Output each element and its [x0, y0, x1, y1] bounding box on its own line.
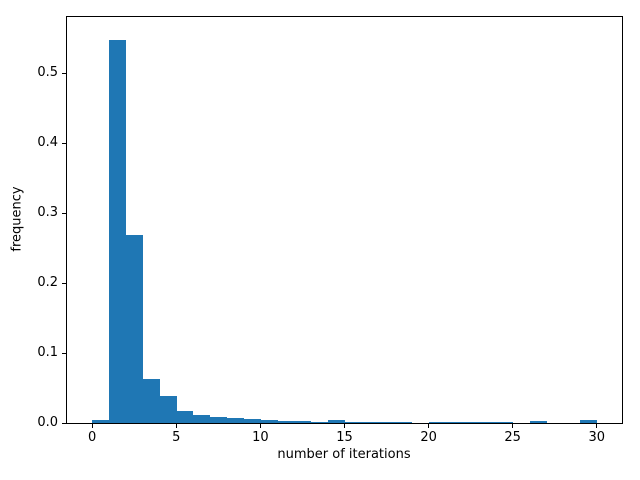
histogram-bar [495, 421, 513, 423]
y-tick-mark [62, 142, 66, 144]
histogram-bar [142, 378, 160, 423]
histogram-bar [445, 421, 463, 423]
histogram-bar [361, 421, 379, 423]
x-tick-mark [512, 424, 514, 428]
histogram-bar [277, 420, 295, 423]
histogram-bar [327, 420, 345, 423]
y-tick-mark [62, 352, 66, 354]
x-tick-label: 0 [88, 430, 97, 445]
histogram-bar [579, 420, 598, 423]
histogram-bar [529, 421, 547, 423]
x-tick-mark [175, 424, 177, 428]
x-tick-mark [259, 424, 261, 428]
histogram-bar [260, 419, 278, 423]
x-tick-label: 10 [252, 430, 269, 445]
histogram-bar [294, 421, 312, 423]
histogram-bar [378, 421, 396, 423]
y-axis-label: frequency [9, 186, 25, 252]
histogram-bar [462, 421, 480, 423]
histogram-bar [243, 418, 261, 423]
x-tick-mark [344, 424, 345, 428]
plot-area [66, 16, 623, 424]
histogram-bar [479, 421, 497, 423]
histogram-bar [125, 234, 143, 423]
histogram-bar [159, 396, 177, 423]
x-axis-label: number of iterations [277, 447, 411, 462]
x-tick-mark [91, 424, 93, 428]
y-tick-label: 0.0 [37, 415, 58, 430]
x-tick-label: 25 [504, 430, 521, 445]
y-tick-mark [62, 212, 66, 214]
histogram-bar [92, 420, 110, 423]
y-tick-mark [62, 422, 66, 424]
histogram-bar [344, 421, 362, 423]
y-tick-label: 0.5 [37, 65, 58, 80]
x-tick-label: 15 [336, 430, 353, 445]
x-tick-label: 5 [172, 430, 181, 445]
y-tick-mark [62, 282, 66, 284]
x-tick-mark [596, 424, 598, 428]
x-tick-mark [428, 424, 430, 428]
histogram-bar [394, 421, 413, 423]
y-tick-mark [62, 72, 66, 74]
histogram-bar [193, 414, 211, 423]
y-tick-label: 0.4 [37, 135, 58, 150]
y-tick-label: 0.2 [37, 275, 58, 290]
histogram-bar [209, 416, 228, 423]
x-tick-label: 20 [420, 430, 437, 445]
histogram-bars [67, 17, 622, 423]
x-tick-label: 30 [588, 430, 606, 445]
histogram-bar [428, 421, 446, 423]
histogram-bar [176, 411, 194, 423]
histogram-bar [109, 40, 127, 423]
y-tick-label: 0.3 [37, 205, 58, 220]
histogram-bar [226, 418, 244, 423]
y-tick-label: 0.1 [37, 345, 58, 360]
histogram-bar [310, 421, 328, 423]
